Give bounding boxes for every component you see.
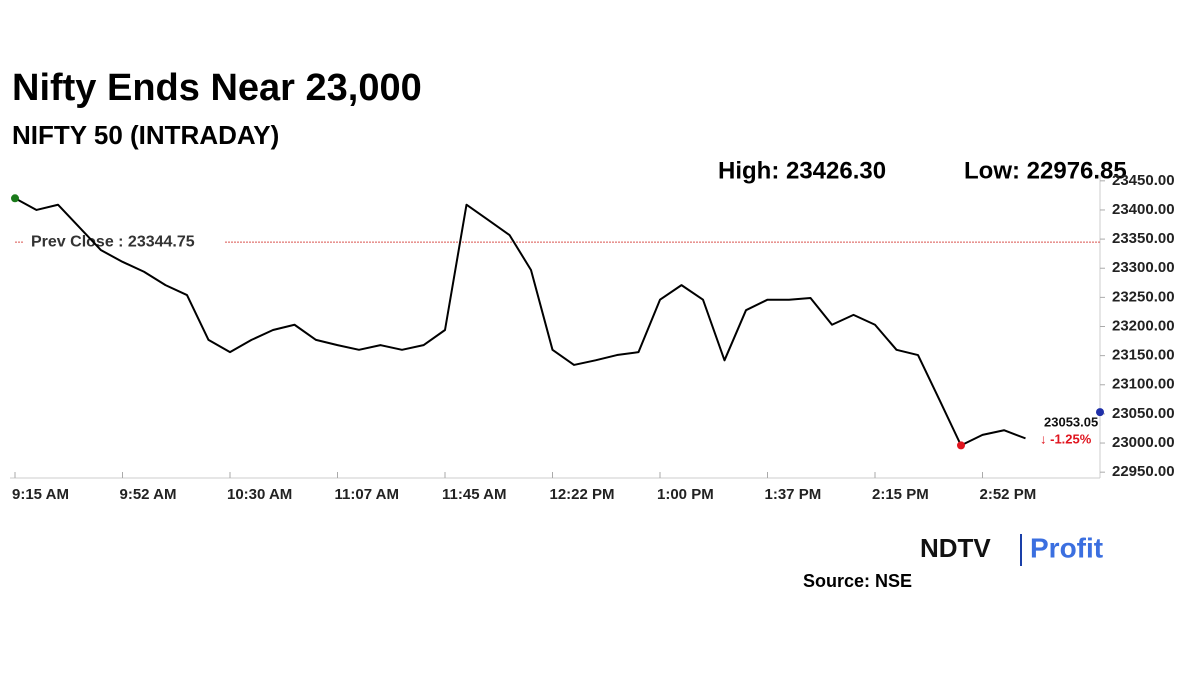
x-tick-label: 12:22 PM [550,486,615,503]
x-tick-label: 9:52 AM [120,486,177,503]
prev-close-bg [24,232,224,253]
x-tick-label: 11:45 AM [442,486,506,503]
y-tick-label: 22950.00 [1112,463,1175,480]
y-tick-label: 23050.00 [1112,405,1175,422]
low-label: Low: 22976.85 [964,157,1127,184]
start-dot [11,194,19,203]
source: Source: NSE [803,571,912,591]
y-tick-label: 23000.00 [1112,434,1175,451]
last-value-label: 23053.05 [1044,415,1098,430]
low-dot [957,441,965,450]
x-tick-label: 9:15 AM [12,486,69,503]
prev-close-label: Prev Close : 23344.75 [31,233,195,250]
x-tick-label: 1:37 PM [765,486,822,503]
last-dot [1096,408,1104,417]
y-tick-label: 23450.00 [1112,172,1175,189]
x-tick-label: 2:52 PM [980,486,1037,503]
chart-subtitle: NIFTY 50 (INTRADAY) [12,120,279,150]
y-tick-label: 23100.00 [1112,376,1175,393]
x-tick-label: 1:00 PM [657,486,714,503]
y-tick-label: 23400.00 [1112,201,1175,218]
change-label: ↓ -1.25% [1040,432,1092,447]
logo-ndtv: NDTV [920,533,991,563]
x-tick-label: 10:30 AM [227,486,292,503]
x-tick-label: 2:15 PM [872,486,929,503]
x-tick-label: 11:07 AM [335,486,399,503]
price-line [14,197,1026,447]
high-label: High: 23426.30 [718,157,886,184]
y-tick-label: 23350.00 [1112,230,1175,247]
y-tick-label: 23150.00 [1112,347,1175,364]
logo-profit: Profit [1030,532,1103,563]
y-tick-label: 23250.00 [1112,288,1175,305]
y-tick-label: 23200.00 [1112,317,1175,334]
y-tick-label: 23300.00 [1112,259,1175,276]
chart-title: Nifty Ends Near 23,000 [12,67,422,109]
